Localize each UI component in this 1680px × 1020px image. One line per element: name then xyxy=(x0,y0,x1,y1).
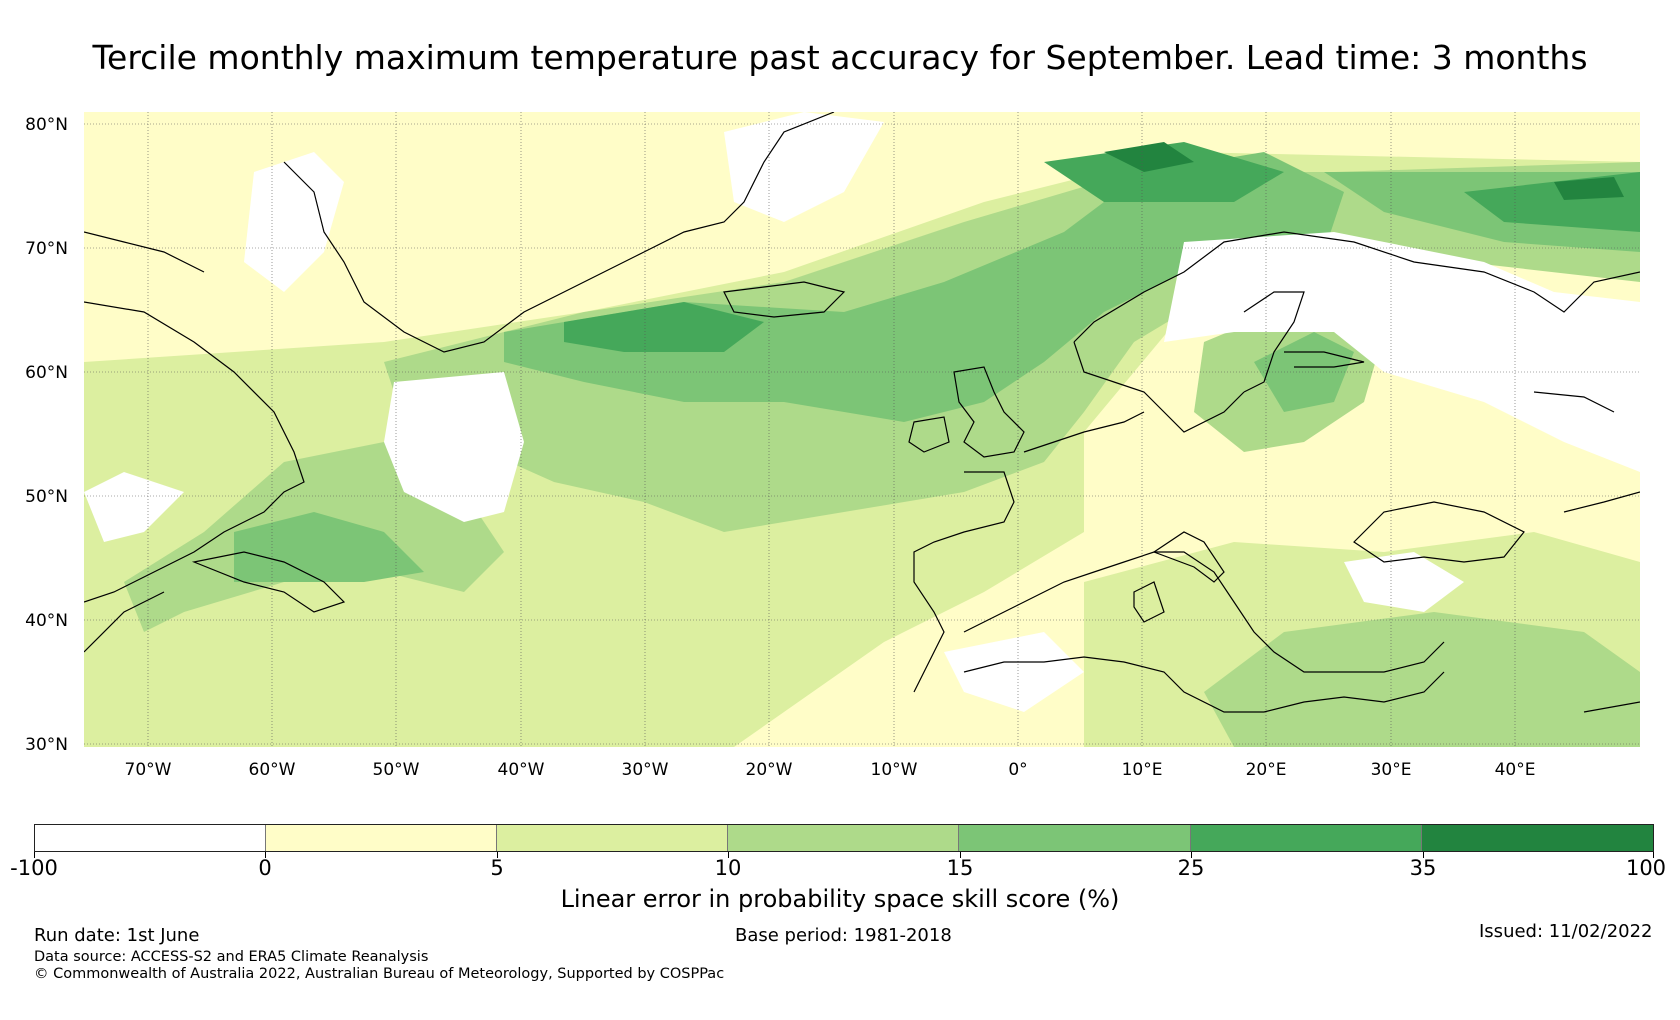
lon-label-20w: 20°W xyxy=(745,760,793,780)
lat-label-60n: 60°N xyxy=(25,363,68,383)
colorbar-segment xyxy=(1421,825,1653,851)
colorbar-tick xyxy=(1423,852,1424,858)
colorbar-tick xyxy=(497,852,498,858)
lon-label-50w: 50°W xyxy=(372,760,420,780)
colorbar-segment xyxy=(959,825,1191,851)
run-date: Run date: 1st June xyxy=(34,925,200,946)
lon-label-60w: 60°W xyxy=(248,760,296,780)
graticule xyxy=(84,112,1640,747)
issued-date: Issued: 11/02/2022 xyxy=(1479,921,1653,942)
colorbar-tick xyxy=(1653,852,1654,858)
base-period: Base period: 1981-2018 xyxy=(735,925,952,946)
lon-label-20e: 20°E xyxy=(1245,760,1287,780)
colorbar-segment xyxy=(266,825,498,851)
colorbar xyxy=(34,824,1654,852)
lat-label-50n: 50°N xyxy=(25,487,68,507)
colorbar-label: 5 xyxy=(490,856,504,880)
colorbar-tick xyxy=(34,852,35,858)
colorbar-tick xyxy=(960,852,961,858)
colorbar-tick xyxy=(1191,852,1192,858)
colorbar-label: 15 xyxy=(946,856,974,880)
colorbar-title: Linear error in probability space skill … xyxy=(560,885,1120,913)
lon-label-30e: 30°E xyxy=(1370,760,1412,780)
lat-label-40n: 40°N xyxy=(25,611,68,631)
colorbar-label: 10 xyxy=(714,856,742,880)
lon-label-10e: 10°E xyxy=(1121,760,1163,780)
colorbar-tick xyxy=(728,852,729,858)
lat-label-80n: 80°N xyxy=(25,115,68,135)
colorbar-segment xyxy=(497,825,729,851)
colorbar-label: 35 xyxy=(1409,856,1437,880)
lon-label-10w: 10°W xyxy=(870,760,918,780)
colorbar-segment xyxy=(728,825,960,851)
colorbar-label: 100 xyxy=(1625,856,1667,880)
lon-label-40e: 40°E xyxy=(1494,760,1536,780)
lon-label-70w: 70°W xyxy=(124,760,172,780)
colorbar-tick xyxy=(265,852,266,858)
colorbar-label: 25 xyxy=(1177,856,1205,880)
colorbar-segment xyxy=(1190,825,1422,851)
lon-label-0: 0° xyxy=(1008,760,1028,780)
lat-label-70n: 70°N xyxy=(25,239,68,259)
lon-label-40w: 40°W xyxy=(497,760,545,780)
data-source: Data source: ACCESS-S2 and ERA5 Climate … xyxy=(34,949,429,965)
lon-label-30w: 30°W xyxy=(621,760,669,780)
colorbar-segment xyxy=(35,825,267,851)
colorbar-label: -100 xyxy=(10,856,58,880)
colorbar-label: 0 xyxy=(258,856,272,880)
lat-label-30n: 30°N xyxy=(25,735,68,755)
skill-score-map xyxy=(84,112,1640,747)
map-title: Tercile monthly maximum temperature past… xyxy=(92,38,1588,77)
coastlines xyxy=(84,112,1640,713)
copyright: © Commonwealth of Australia 2022, Austra… xyxy=(34,966,725,982)
